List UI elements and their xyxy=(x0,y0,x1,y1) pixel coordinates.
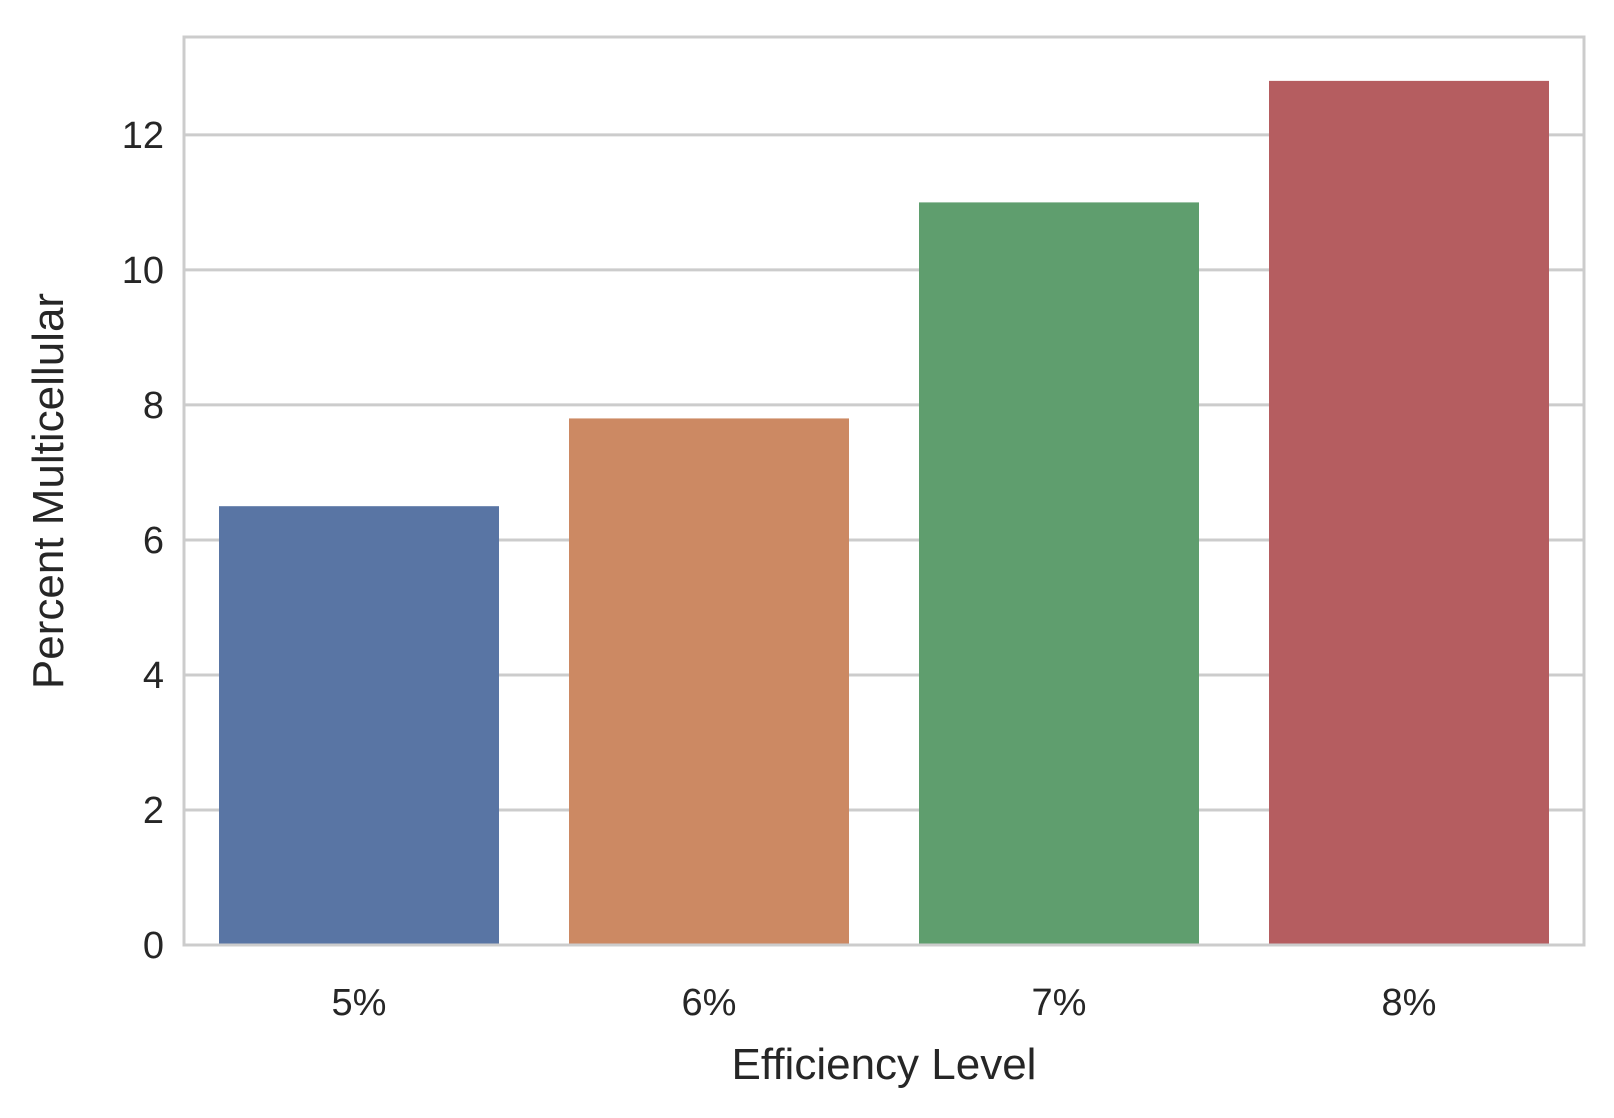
bar-3 xyxy=(919,202,1199,945)
y-tick-labels: 0 2 4 6 8 10 12 xyxy=(122,115,164,967)
y-tick-label: 10 xyxy=(122,250,164,292)
x-tick-labels: 5% 6% 7% 8% xyxy=(332,982,1437,1024)
x-tick-label: 5% xyxy=(332,982,387,1024)
x-tick-label: 7% xyxy=(1032,982,1087,1024)
bars xyxy=(219,80,1549,946)
x-axis-title: Efficiency Level xyxy=(732,1040,1037,1089)
y-tick-label: 8 xyxy=(143,385,164,427)
y-tick-label: 2 xyxy=(143,790,164,832)
y-tick-label: 6 xyxy=(143,520,164,562)
y-tick-label: 0 xyxy=(143,925,164,967)
y-tick-label: 4 xyxy=(143,655,164,697)
y-axis-title: Percent Multicellular xyxy=(24,293,73,689)
plot-frame xyxy=(182,35,1586,947)
x-tick-label: 8% xyxy=(1382,982,1437,1024)
bar-2 xyxy=(569,418,849,946)
bar-4 xyxy=(1269,80,1549,945)
bar-1 xyxy=(219,506,499,945)
x-tick-label: 6% xyxy=(682,982,737,1024)
y-tick-label: 12 xyxy=(122,115,164,157)
